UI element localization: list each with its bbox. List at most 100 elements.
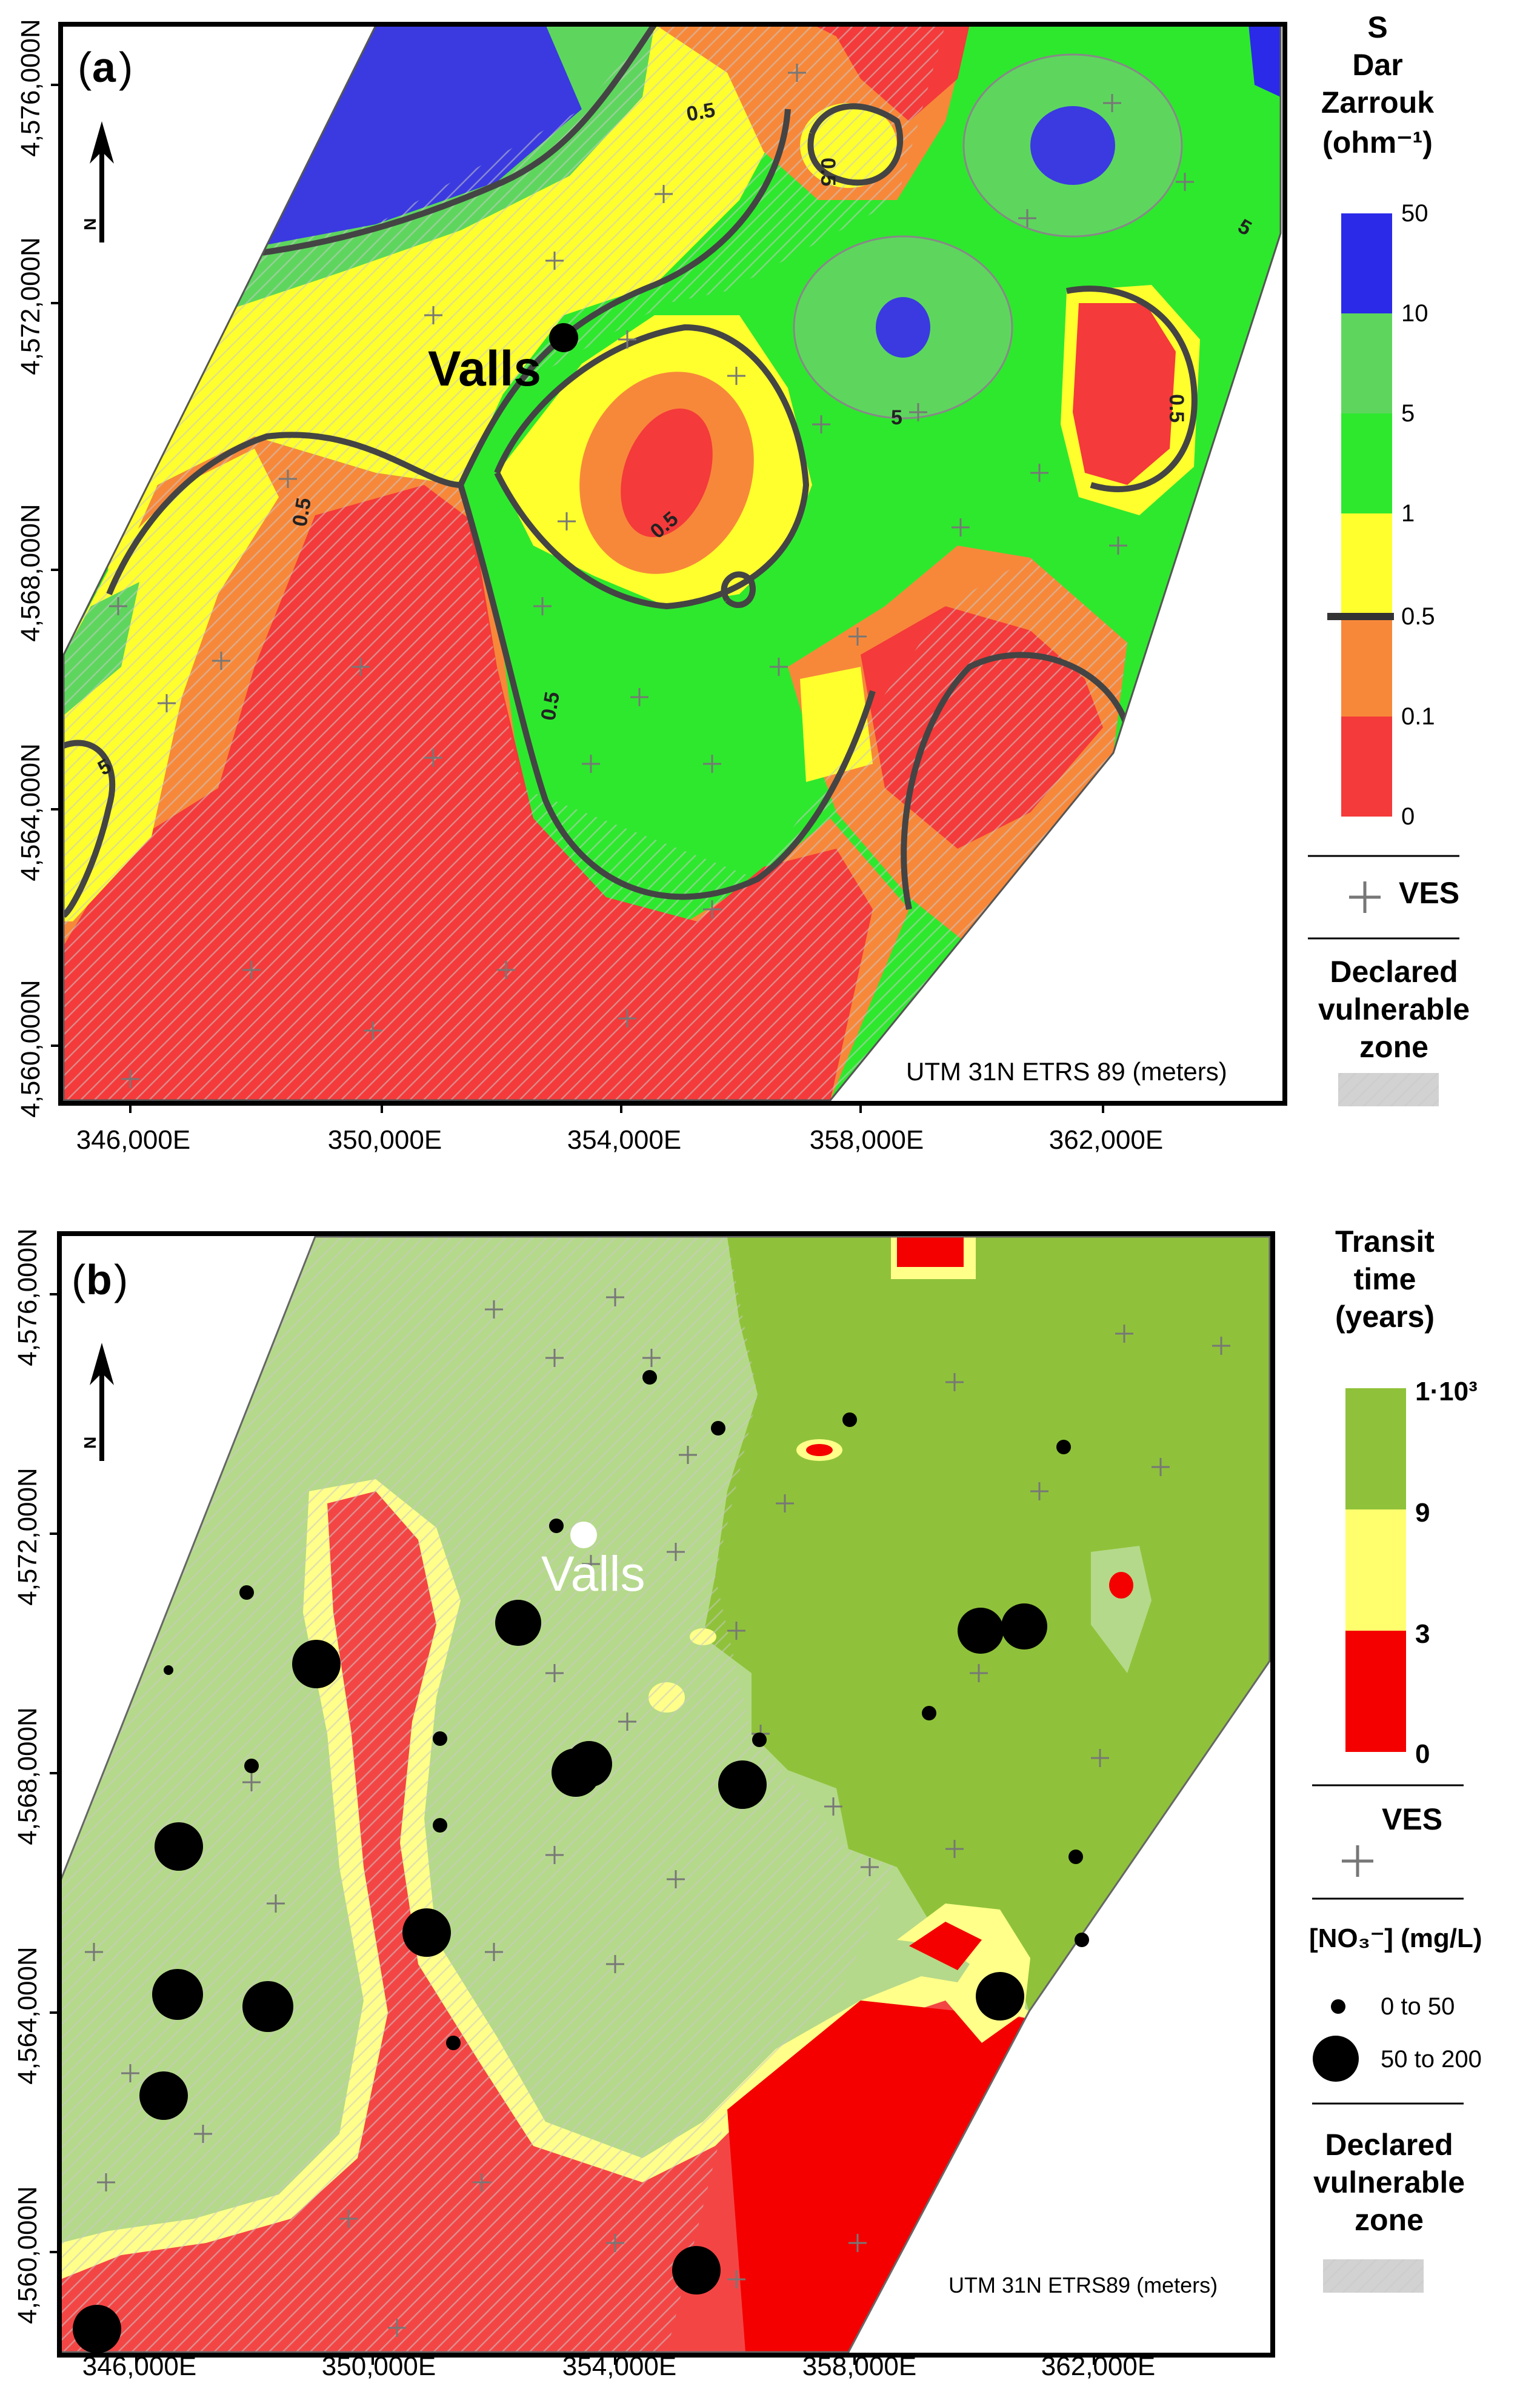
svg-text:Zarrouk: Zarrouk: [1321, 85, 1434, 119]
svg-text:0: 0: [1401, 803, 1415, 830]
svg-text:4,560,000N: 4,560,000N: [13, 2186, 42, 2324]
svg-text:0: 0: [1415, 1739, 1430, 1769]
svg-text:0.1: 0.1: [1401, 703, 1435, 730]
legend-a-bin-0.5-0.1: [1341, 617, 1392, 717]
svg-text:N: N: [81, 218, 99, 230]
valls-marker: [549, 323, 578, 352]
panel-a-map: 0.5 0.5 0.5 0.5 0.5 0.5 5 5 5 Valls ( a …: [16, 19, 1287, 1155]
legend-a-bin-5-1: [1341, 413, 1392, 513]
legend-b-ves-label: VES: [1382, 1802, 1442, 1836]
svg-text:4,568,000N: 4,568,000N: [13, 1707, 42, 1845]
legend-b-nitrate-small-marker: [1331, 1999, 1345, 2014]
svg-text:Declared: Declared: [1325, 2128, 1453, 2162]
svg-text:10: 10: [1401, 300, 1428, 327]
panel-b-map: Valls ( b ) N UTM 31N ETRS89 (meters) 4,…: [13, 1228, 1275, 2381]
svg-text:0.5: 0.5: [816, 158, 839, 186]
legend-a-bin-1-0.5: [1341, 513, 1392, 617]
legend-a-bin-50-10: [1341, 213, 1392, 313]
svg-text:0.5: 0.5: [536, 690, 564, 722]
contour-labels-a: 0.5 0.5 0.5 0.5 0.5 0.5 5 5 5: [94, 98, 1255, 780]
svg-text:350,000E: 350,000E: [322, 2351, 436, 2380]
svg-text:4,572,000N: 4,572,000N: [16, 237, 45, 375]
svg-text:4,560,000N: 4,560,000N: [16, 980, 45, 1118]
ves-markers-b: [85, 1288, 1230, 2337]
legend-a-title: S Dar Zarrouk (ohm⁻¹): [1321, 10, 1434, 159]
svg-text:vulnerable: vulnerable: [1313, 2165, 1465, 2199]
panel-letter-b: ( b ): [72, 1256, 128, 1303]
svg-text:4,576,000N: 4,576,000N: [16, 19, 45, 157]
svg-text:N: N: [81, 1437, 99, 1449]
legend-b-zone-label: Declared vulnerable zone: [1313, 2128, 1465, 2237]
x-axis-ticks-a: 346,000E 350,000E 354,000E 358,000E 362,…: [76, 1125, 1163, 1155]
svg-text:362,000E: 362,000E: [1049, 1125, 1163, 1155]
svg-text:5: 5: [891, 406, 902, 429]
svg-text:0.5: 0.5: [685, 98, 717, 126]
svg-text:4,572,000N: 4,572,000N: [13, 1468, 42, 1606]
svg-text:50: 50: [1401, 200, 1428, 227]
svg-text:354,000E: 354,000E: [562, 2351, 676, 2380]
svg-text:(: (: [72, 1256, 85, 1303]
valls-label: Valls: [428, 341, 541, 396]
legend-b-bin-9-3: [1345, 1509, 1406, 1631]
legend-a-ves-cross: [1349, 881, 1381, 913]
valls-label-b: Valls: [541, 1546, 645, 1602]
svg-text:time: time: [1354, 1262, 1416, 1296]
svg-text:vulnerable: vulnerable: [1318, 992, 1470, 1026]
svg-text:0.5: 0.5: [288, 496, 316, 528]
map-frame-b: [57, 1231, 1275, 2358]
crs-label-a: UTM 31N ETRS 89 (meters): [906, 1057, 1227, 1086]
svg-text:1·10³: 1·10³: [1415, 1377, 1478, 1406]
svg-text:9: 9: [1415, 1498, 1430, 1528]
x-axis-ticks-b: 346,000E 350,000E 354,000E 358,000E 362,…: [82, 2351, 1155, 2381]
panel-letter-a: ( a ): [78, 44, 133, 91]
svg-text:4,568,000N: 4,568,000N: [16, 504, 45, 642]
svg-text:4,564,000N: 4,564,000N: [13, 1947, 42, 2085]
legend-b-bin-1000-9: [1345, 1388, 1406, 1509]
y-axis-ticks-a: 4,576,000N 4,572,000N 4,568,000N 4,564,0…: [16, 19, 45, 1118]
svg-text:zone: zone: [1359, 1030, 1428, 1064]
map-frame-a: [58, 22, 1287, 1106]
svg-text:(ohm⁻¹): (ohm⁻¹): [1322, 125, 1433, 159]
svg-text:Dar: Dar: [1352, 48, 1402, 82]
svg-text:3: 3: [1415, 1619, 1430, 1649]
legend-b: Transit time (years) 1·10³ 9 3 0 VES [NO…: [1309, 1225, 1482, 2293]
svg-text:Declared: Declared: [1330, 955, 1458, 989]
svg-text:(years): (years): [1335, 1300, 1435, 1334]
svg-text:1: 1: [1401, 500, 1415, 527]
legend-a-zone-label: Declared vulnerable zone: [1318, 955, 1470, 1064]
nitrate-markers: [73, 1370, 1089, 2353]
legend-b-title: Transit time (years): [1335, 1225, 1435, 1334]
legend-a: S Dar Zarrouk (ohm⁻¹) 50 10 5 1 0.5 0.1 …: [1308, 10, 1470, 1106]
svg-text:0.5: 0.5: [1165, 394, 1188, 423]
legend-b-ves-cross: [1342, 1845, 1373, 1877]
svg-text:346,000E: 346,000E: [76, 1125, 190, 1155]
svg-text:): ): [119, 44, 133, 91]
svg-text:5: 5: [1401, 400, 1415, 427]
crs-label-b: UTM 31N ETRS89 (meters): [948, 2273, 1218, 2298]
legend-b-nitrate-large-label: 50 to 200: [1381, 2046, 1482, 2073]
legend-b-nitrate-large-marker: [1313, 2036, 1359, 2082]
study-area-outline-a: [62, 24, 1282, 1101]
legend-b-nitrate-title: [NO₃⁻] (mg/L): [1309, 1923, 1482, 1953]
svg-text:4,576,000N: 4,576,000N: [13, 1228, 42, 1366]
valls-marker-b: [570, 1522, 597, 1548]
north-arrow-a: N: [81, 121, 114, 242]
north-arrow-b: N: [81, 1343, 114, 1461]
svg-text:4,564,000N: 4,564,000N: [16, 743, 45, 881]
legend-a-bin-0.1-0: [1341, 717, 1392, 817]
legend-a-ves-label: VES: [1399, 876, 1459, 910]
legend-a-labels: 50 10 5 1 0.5 0.1 0: [1401, 200, 1435, 830]
legend-b-labels: 1·10³ 9 3 0: [1415, 1377, 1478, 1769]
svg-text:354,000E: 354,000E: [567, 1125, 681, 1155]
svg-text:a: a: [92, 44, 116, 91]
svg-text:350,000E: 350,000E: [328, 1125, 442, 1155]
svg-text:Transit: Transit: [1335, 1225, 1435, 1258]
svg-text:zone: zone: [1355, 2203, 1424, 2237]
y-axis-ticks-b: 4,576,000N 4,572,000N 4,568,000N 4,564,0…: [13, 1228, 42, 2324]
legend-a-bin-10-5: [1341, 313, 1392, 413]
svg-text:0.5: 0.5: [1401, 603, 1435, 630]
svg-text:(: (: [78, 44, 92, 91]
svg-text:358,000E: 358,000E: [810, 1125, 924, 1155]
legend-b-nitrate-small-label: 0 to 50: [1381, 1993, 1455, 2020]
